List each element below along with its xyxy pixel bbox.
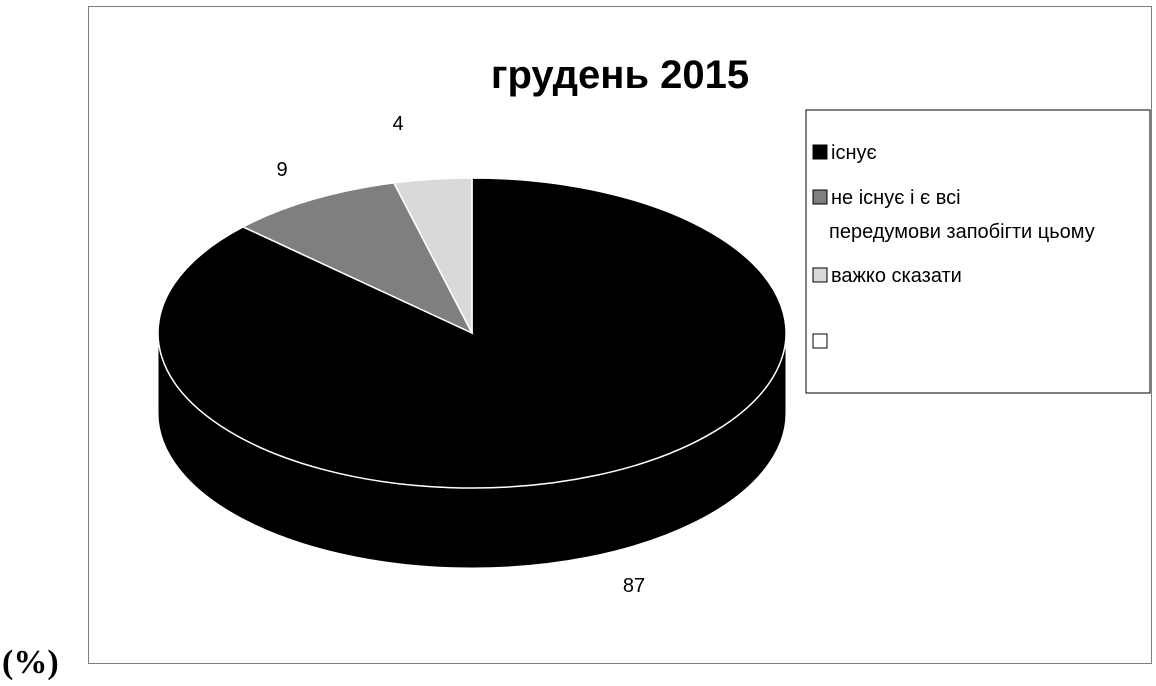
legend-swatch-0 xyxy=(812,144,828,160)
unit-label: (%) xyxy=(2,644,59,681)
pie-slice-1 xyxy=(241,182,474,335)
pie-slice-2 xyxy=(392,177,473,334)
legend-label-1: передумови запобігти цьому xyxy=(829,221,1095,243)
pie-top xyxy=(157,177,787,489)
legend-swatch-2 xyxy=(812,267,828,283)
legend-swatch-3 xyxy=(812,333,828,349)
legend-label-1: не існує і є всі xyxy=(831,187,961,209)
chart-title: грудень 2015 xyxy=(491,53,749,97)
legend: існує не існує і є всі передумови запобігт… xyxy=(805,109,1151,394)
legend-label-2: важко сказати xyxy=(831,265,962,287)
legend-swatch-1 xyxy=(812,189,828,205)
legend-box xyxy=(805,109,1151,394)
data-label-0: 87 xyxy=(623,575,645,597)
data-label-2: 4 xyxy=(392,113,403,135)
legend-label-0: існує xyxy=(831,142,877,164)
data-label-1: 9 xyxy=(276,159,287,181)
chart-frame xyxy=(88,6,1152,664)
